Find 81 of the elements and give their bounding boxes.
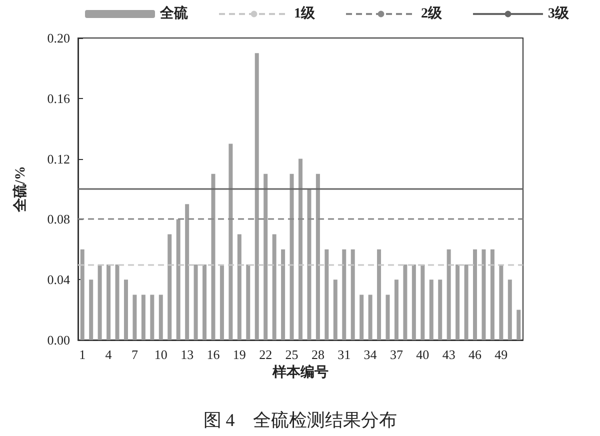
y-tick-label: 0.12 bbox=[47, 151, 70, 166]
bar bbox=[194, 264, 198, 340]
bar bbox=[490, 249, 494, 340]
x-tick-label: 4 bbox=[105, 347, 112, 362]
x-tick-label: 19 bbox=[232, 347, 246, 362]
y-tick-label: 0.00 bbox=[47, 332, 70, 348]
text: 图 4 全硫检测结果分布 bbox=[203, 410, 397, 430]
bar bbox=[316, 174, 320, 340]
bar bbox=[106, 264, 111, 340]
bar bbox=[368, 294, 372, 340]
x-tick-label: 40 bbox=[416, 347, 430, 362]
x-tick-label: 22 bbox=[259, 347, 272, 362]
x-axis-title: 样本编号 bbox=[272, 363, 328, 380]
bar bbox=[412, 264, 416, 340]
bar bbox=[246, 264, 250, 340]
bar bbox=[228, 144, 233, 340]
legend-label: 3级 bbox=[548, 6, 570, 22]
bar bbox=[403, 264, 408, 340]
bar bbox=[98, 264, 102, 340]
bar bbox=[150, 294, 154, 340]
bar bbox=[360, 294, 364, 340]
y-tick-label: 0.20 bbox=[47, 30, 70, 46]
bar bbox=[307, 189, 312, 340]
bar bbox=[211, 174, 216, 340]
bar bbox=[420, 264, 425, 340]
x-tick-label: 25 bbox=[285, 347, 298, 362]
bar bbox=[89, 280, 94, 340]
bar bbox=[124, 280, 128, 340]
bar bbox=[176, 219, 180, 340]
x-tick-label: 28 bbox=[311, 347, 324, 362]
bar bbox=[350, 249, 355, 340]
bar bbox=[456, 264, 460, 340]
bar bbox=[237, 234, 242, 340]
bar bbox=[438, 280, 442, 340]
x-tick-label: 31 bbox=[338, 347, 351, 362]
y-tick-label: 0.08 bbox=[47, 212, 70, 227]
bar bbox=[272, 234, 276, 340]
x-tick-label: 7 bbox=[131, 347, 138, 362]
legend-label: 全硫 bbox=[159, 4, 188, 22]
bar bbox=[141, 294, 146, 340]
bar bbox=[377, 249, 382, 340]
x-tick-label: 16 bbox=[206, 347, 220, 362]
bar bbox=[333, 280, 338, 340]
bar bbox=[254, 53, 259, 340]
bar bbox=[508, 280, 512, 340]
bar bbox=[394, 280, 398, 340]
x-tick-label: 10 bbox=[154, 347, 168, 362]
bar bbox=[429, 280, 434, 340]
bar bbox=[482, 249, 486, 340]
bar bbox=[80, 249, 84, 340]
legend-label: 1级 bbox=[294, 6, 316, 22]
x-tick-label: 43 bbox=[442, 347, 456, 362]
bar bbox=[386, 294, 390, 340]
x-tick-label: 13 bbox=[180, 347, 194, 362]
bar bbox=[464, 264, 468, 340]
bar bbox=[290, 174, 294, 340]
bar bbox=[158, 294, 163, 340]
y-tick-label: 0.04 bbox=[47, 272, 70, 288]
bar bbox=[446, 249, 451, 340]
bar bbox=[185, 204, 190, 340]
bar bbox=[298, 158, 302, 340]
bar bbox=[473, 249, 478, 340]
bar bbox=[264, 174, 268, 340]
bar bbox=[281, 249, 286, 340]
bar bbox=[220, 264, 224, 340]
bar bbox=[499, 264, 504, 340]
bar bbox=[342, 249, 346, 340]
bar bbox=[324, 249, 329, 340]
bar bbox=[115, 264, 120, 340]
bar bbox=[168, 234, 172, 340]
x-tick-label: 34 bbox=[364, 347, 378, 362]
bar bbox=[202, 264, 207, 340]
x-tick-label: 37 bbox=[390, 347, 404, 362]
x-tick-label: 1 bbox=[79, 347, 86, 362]
bar bbox=[516, 310, 521, 340]
x-tick-label: 46 bbox=[468, 347, 482, 362]
bar bbox=[132, 294, 137, 340]
legend-label: 2级 bbox=[421, 6, 443, 22]
x-tick-label: 49 bbox=[494, 347, 508, 362]
y-axis-title: 全硫/% bbox=[12, 166, 28, 213]
y-tick-label: 0.16 bbox=[47, 90, 70, 106]
